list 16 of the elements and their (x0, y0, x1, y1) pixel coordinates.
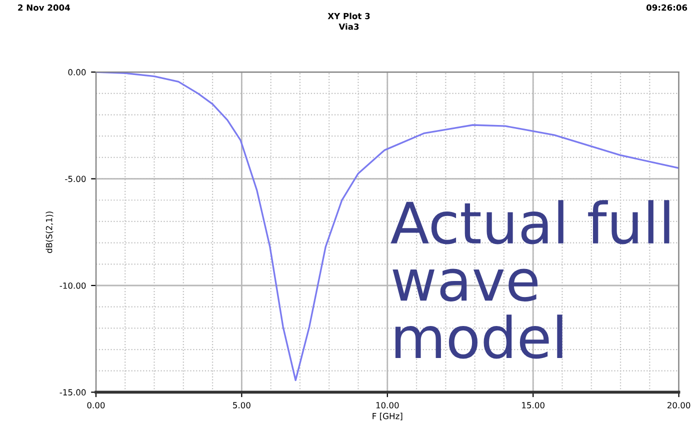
x-tick-label: 10.00 (376, 402, 399, 408)
annotation: Actual full wave model (390, 200, 670, 359)
y-tick-label: -15.00 (60, 389, 86, 396)
chart-title: XY Plot 3 (328, 12, 370, 20)
text: 2 Nov 2004 (18, 4, 70, 11)
y-axis-title: dB(S(2,1)) (46, 212, 54, 253)
y-tick-label: -10.00 (60, 282, 86, 289)
text: 09:26:06 (646, 4, 688, 11)
chart-subtitle: Via3 (338, 23, 359, 30)
x-tick-label: 15.00 (522, 402, 544, 408)
x-tick-label: 0.00 (87, 402, 105, 408)
x-axis-title: F [GHz] (372, 412, 402, 420)
y-tick-label: -5.00 (65, 176, 86, 182)
x-tick-label: 20.00 (667, 402, 690, 408)
x-tick-label: 5.00 (233, 402, 250, 408)
y-tick-label: 0.00 (68, 69, 86, 76)
